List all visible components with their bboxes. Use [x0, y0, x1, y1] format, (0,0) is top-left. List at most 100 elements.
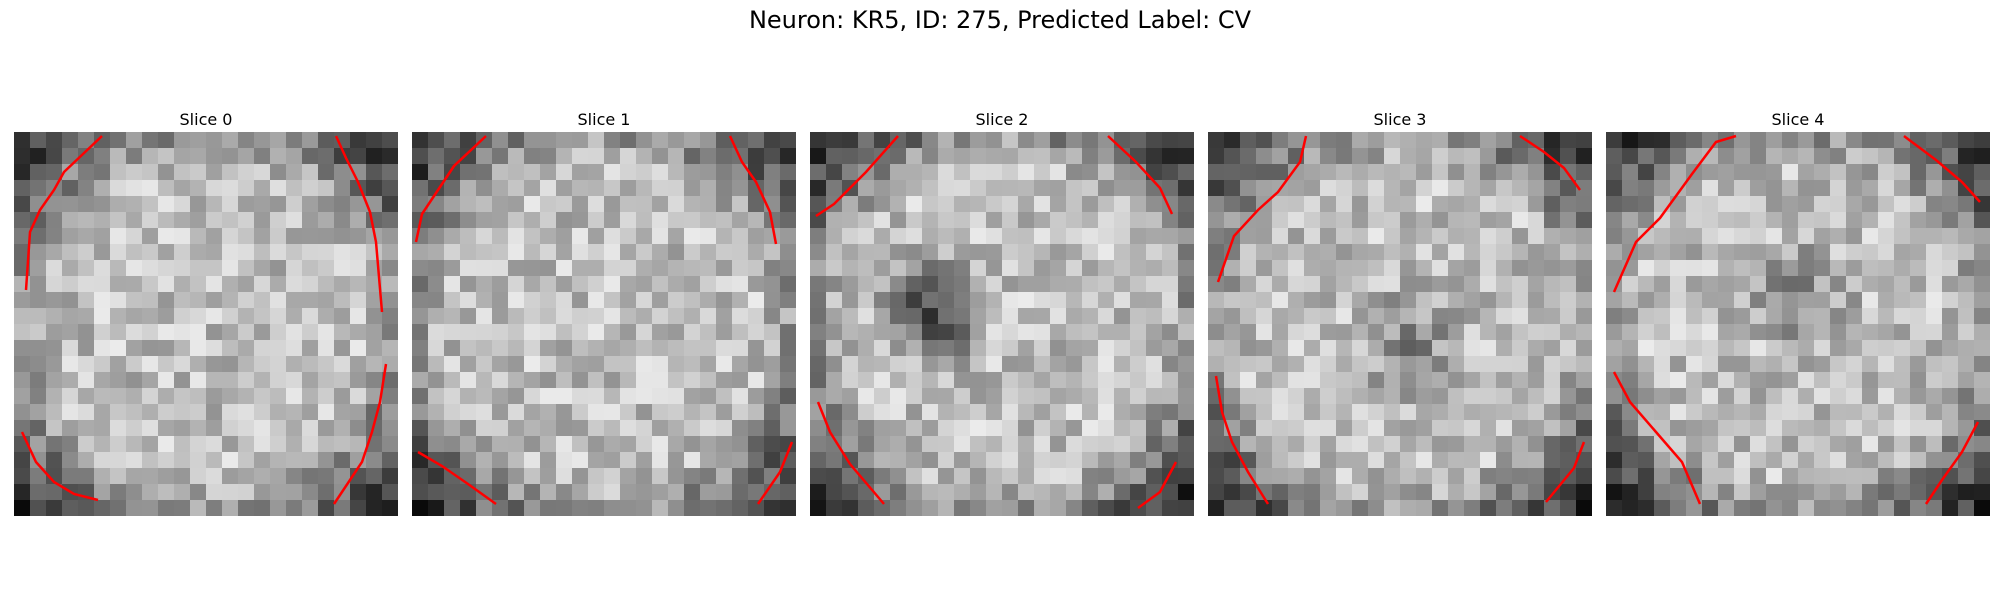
pixel-cell	[1272, 132, 1289, 149]
pixel-cell	[1654, 244, 1671, 261]
pixel-cell	[970, 244, 987, 261]
contour-line	[20, 431, 99, 502]
pixel-cell	[1208, 196, 1225, 213]
pixel-cell	[1400, 500, 1417, 516]
pixel-cell	[604, 372, 621, 389]
pixel-cell	[206, 148, 223, 165]
pixel-cell	[1798, 324, 1815, 341]
pixel-cell	[1528, 388, 1545, 405]
pixel-cell	[1368, 308, 1385, 325]
pixel-cell	[492, 356, 509, 373]
pixel-cell	[668, 468, 685, 485]
pixel-cell	[142, 228, 159, 245]
pixel-cell	[1622, 484, 1639, 501]
pixel-cell	[1448, 340, 1465, 357]
pixel-cell	[1750, 244, 1767, 261]
pixel-cell	[1050, 276, 1067, 293]
pixel-cell	[190, 276, 207, 293]
pixel-cell	[1830, 500, 1847, 516]
pixel-cell	[1544, 468, 1561, 485]
pixel-cell	[1320, 484, 1337, 501]
pixel-cell	[1368, 276, 1385, 293]
pixel-cell	[572, 324, 589, 341]
pixel-cell	[1146, 500, 1163, 516]
pixel-cell	[1272, 244, 1289, 261]
pixel-cell	[1670, 308, 1687, 325]
pixel-cell	[1002, 420, 1019, 437]
pixel-cell	[954, 292, 971, 309]
pixel-cell	[1750, 436, 1767, 453]
pixel-cell	[1894, 148, 1911, 165]
pixel-cell	[732, 164, 749, 181]
slice-title: Slice 3	[1373, 110, 1427, 129]
pixel-cell	[1320, 148, 1337, 165]
pixel-cell	[1766, 372, 1783, 389]
pixel-cell	[1512, 356, 1529, 373]
pixel-cell	[238, 308, 255, 325]
pixel-cell	[1638, 212, 1655, 229]
pixel-cell	[1750, 404, 1767, 421]
pixel-cell	[1576, 228, 1592, 245]
pixel-cell	[620, 212, 637, 229]
pixel-cell	[110, 404, 127, 421]
pixel-cell	[1480, 340, 1497, 357]
pixel-cell	[1576, 324, 1592, 341]
pixel-cell	[716, 132, 733, 149]
pixel-cell	[858, 132, 875, 149]
pixel-cell	[1368, 324, 1385, 341]
pixel-cell	[190, 372, 207, 389]
pixel-cell	[1576, 420, 1592, 437]
pixel-cell	[1320, 340, 1337, 357]
pixel-cell	[1066, 212, 1083, 229]
pixel-cell	[350, 484, 367, 501]
pixel-cell	[572, 420, 589, 437]
pixel-cell	[748, 468, 765, 485]
pixel-cell	[1686, 500, 1703, 516]
pixel-cell	[1082, 292, 1099, 309]
pixel-cell	[1528, 212, 1545, 229]
pixel-cell	[1114, 260, 1131, 277]
pixel-cell	[1766, 388, 1783, 405]
slice-panel-3: Slice 3	[1208, 108, 1592, 516]
pixel-cell	[1846, 164, 1863, 181]
pixel-cell	[954, 388, 971, 405]
pixel-cell	[382, 292, 398, 309]
pixel-cell	[94, 132, 111, 149]
pixel-cell	[1082, 404, 1099, 421]
pixel-cell	[1544, 292, 1561, 309]
pixel-cell	[1050, 196, 1067, 213]
pixel-cell	[1272, 452, 1289, 469]
pixel-cell	[1256, 468, 1273, 485]
pixel-cell	[14, 452, 31, 469]
pixel-cell	[94, 420, 111, 437]
pixel-cell	[412, 388, 429, 405]
pixel-cell	[1130, 420, 1147, 437]
pixel-cell	[1512, 132, 1529, 149]
pixel-cell	[254, 324, 271, 341]
pixel-cell	[318, 372, 335, 389]
pixel-cell	[954, 132, 971, 149]
pixel-cell	[1146, 484, 1163, 501]
pixel-cell	[14, 404, 31, 421]
pixel-cell	[1622, 212, 1639, 229]
pixel-cell	[588, 164, 605, 181]
pixel-cell	[1686, 340, 1703, 357]
pixel-cell	[238, 292, 255, 309]
pixel-cell	[1082, 340, 1099, 357]
pixel-cell	[1958, 404, 1975, 421]
pixel-cell	[1750, 500, 1767, 516]
pixel-cell	[1686, 324, 1703, 341]
pixel-cell	[1496, 308, 1513, 325]
pixel-cell	[524, 148, 541, 165]
pixel-cell	[1432, 276, 1449, 293]
pixel-cell	[110, 180, 127, 197]
pixel-cell	[508, 436, 525, 453]
pixel-cell	[1066, 404, 1083, 421]
pixel-cell	[1798, 148, 1815, 165]
pixel-cell	[492, 500, 509, 516]
pixel-cell	[460, 452, 477, 469]
pixel-cell	[1098, 372, 1115, 389]
pixel-cell	[556, 212, 573, 229]
pixel-cell	[1560, 484, 1577, 501]
pixel-cell	[810, 484, 827, 501]
